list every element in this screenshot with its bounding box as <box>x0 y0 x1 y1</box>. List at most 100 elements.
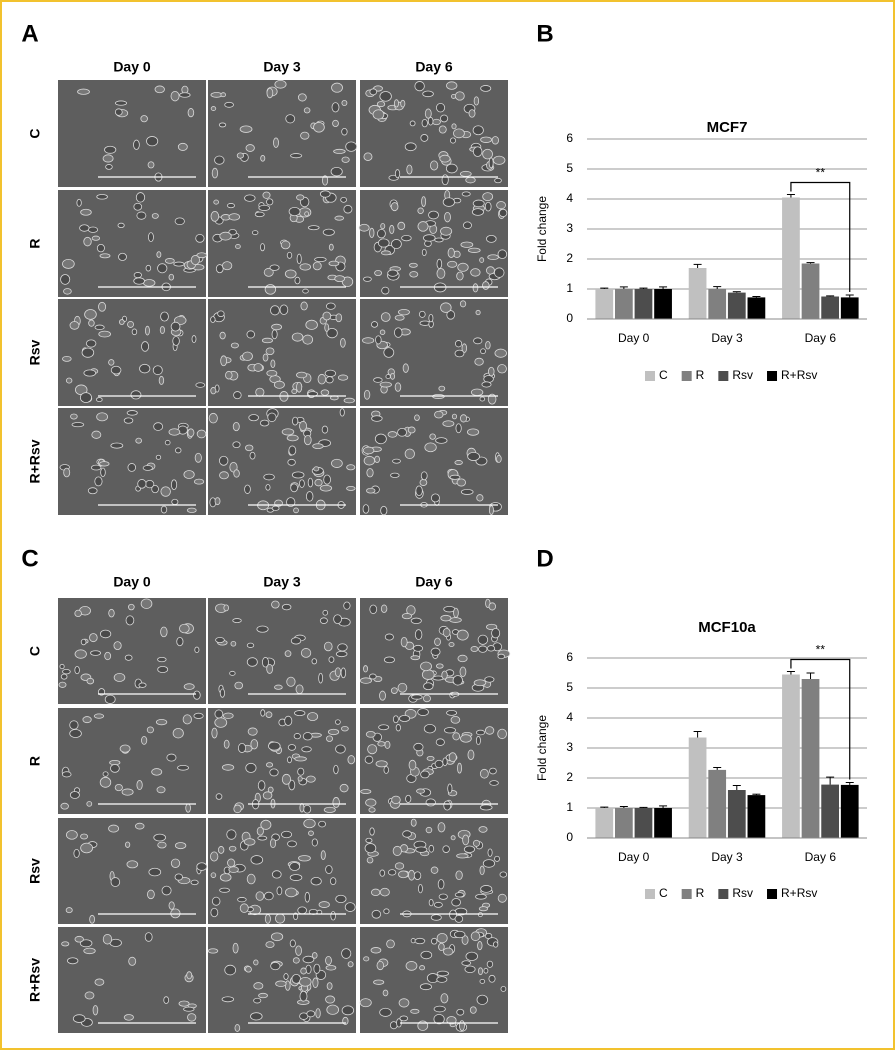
cell <box>266 762 274 768</box>
y-tick-label: 4 <box>566 191 573 205</box>
cell <box>286 497 296 508</box>
cell <box>258 992 268 999</box>
cell <box>187 1013 197 1022</box>
cell <box>374 455 381 463</box>
bar <box>654 808 672 838</box>
cell <box>466 428 480 436</box>
micrograph <box>360 708 508 814</box>
cell <box>285 114 296 124</box>
cell <box>136 780 143 791</box>
cell <box>299 479 305 488</box>
cell <box>59 663 65 670</box>
cell <box>283 973 289 980</box>
cell <box>341 948 352 959</box>
cell <box>178 1000 190 1007</box>
cell <box>276 886 283 896</box>
cell <box>369 673 377 680</box>
cell <box>480 85 492 92</box>
cell <box>110 442 124 449</box>
cell <box>379 329 386 335</box>
cell <box>128 603 135 611</box>
cell <box>414 629 423 640</box>
row-label: R+Rsv <box>27 439 43 483</box>
cell <box>323 806 336 813</box>
cell <box>392 715 399 724</box>
cell <box>302 955 315 964</box>
cell <box>394 314 405 321</box>
cell <box>134 822 145 830</box>
error-bar <box>845 782 854 785</box>
cell <box>473 679 487 687</box>
column-header: Day 0 <box>113 59 151 75</box>
cell <box>487 848 493 857</box>
y-tick-label: 5 <box>566 680 573 694</box>
cell <box>208 412 218 424</box>
cell <box>426 755 435 761</box>
cell <box>259 419 270 427</box>
cell <box>492 155 506 165</box>
x-tick-label: Day 0 <box>618 850 650 864</box>
cell <box>172 727 184 739</box>
cell <box>314 256 327 263</box>
cell <box>85 339 97 348</box>
cell <box>462 221 472 230</box>
cell <box>480 885 493 893</box>
cell <box>379 690 386 701</box>
chart-title: MCF7 <box>707 119 748 136</box>
cell <box>250 855 264 865</box>
cell <box>61 771 72 778</box>
cell <box>328 260 340 267</box>
cell <box>322 228 335 236</box>
cell <box>170 479 178 491</box>
cell <box>295 945 302 956</box>
cell <box>362 446 375 455</box>
cell <box>398 998 410 1008</box>
cell <box>98 330 111 338</box>
cell <box>339 408 345 417</box>
cell <box>363 665 369 673</box>
cell <box>213 199 219 205</box>
cell <box>457 762 463 774</box>
cell <box>359 998 372 1008</box>
cell <box>494 267 505 278</box>
cell <box>110 877 121 887</box>
cell <box>345 141 358 152</box>
cell <box>246 873 256 885</box>
cell <box>233 391 242 400</box>
cell <box>187 428 195 437</box>
micrograph <box>208 190 356 297</box>
y-tick-label: 1 <box>566 800 573 814</box>
cell <box>491 627 501 639</box>
cell <box>435 663 444 669</box>
cell <box>281 603 292 611</box>
cell <box>484 201 492 212</box>
cell <box>303 804 312 814</box>
cell <box>433 1005 446 1013</box>
cell <box>383 656 395 664</box>
cell <box>442 947 454 956</box>
cell <box>73 848 80 858</box>
cell <box>177 764 189 771</box>
cell <box>80 208 92 216</box>
cell <box>232 942 239 954</box>
cell <box>82 716 92 724</box>
cell <box>457 262 469 272</box>
cell <box>156 786 166 794</box>
significance-bracket <box>790 181 851 292</box>
cell <box>368 807 376 813</box>
cell <box>146 136 159 147</box>
cell <box>369 227 375 238</box>
cell <box>410 818 417 827</box>
cell <box>358 223 370 232</box>
cell <box>465 951 478 961</box>
cell <box>173 261 185 267</box>
panel-label: B <box>536 20 553 47</box>
cell <box>175 447 182 454</box>
cell <box>174 217 185 226</box>
cell <box>273 380 285 389</box>
cell <box>454 340 463 348</box>
cell <box>225 370 233 380</box>
cell <box>416 788 426 794</box>
cell <box>446 310 456 320</box>
cell <box>127 320 135 328</box>
